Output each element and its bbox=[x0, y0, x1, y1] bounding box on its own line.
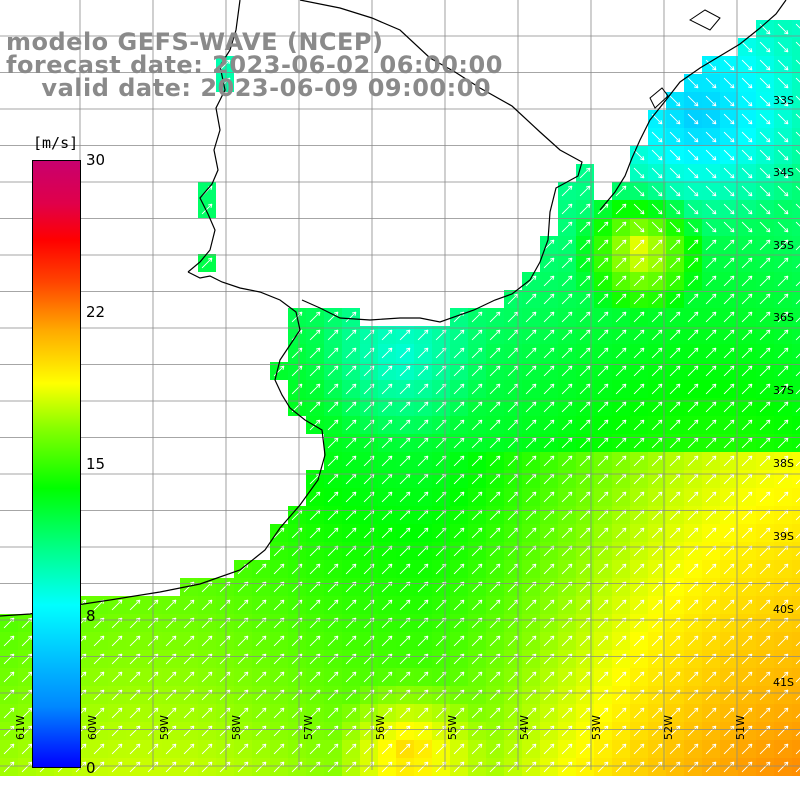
colorbar-tick-0: 0 bbox=[86, 759, 96, 777]
lat-label: 37S bbox=[773, 384, 794, 397]
lat-label: 41S bbox=[773, 676, 794, 689]
colorbar-tick-22: 22 bbox=[86, 303, 106, 321]
lon-label: 55W bbox=[446, 715, 459, 740]
map-title-forecast-date: forecast date: 2023-06-02 06:00:00 bbox=[6, 51, 503, 79]
lagoon-outline bbox=[649, 9, 721, 109]
lon-label: 60W bbox=[86, 715, 99, 740]
lat-label: 39S bbox=[773, 530, 794, 543]
lat-label: 35S bbox=[773, 239, 794, 252]
lon-label: 51W bbox=[734, 715, 747, 740]
colorbar-unit: [m/s] bbox=[33, 134, 79, 152]
lon-label: 53W bbox=[590, 715, 603, 740]
lon-label: 54W bbox=[518, 715, 531, 740]
lat-label: 38S bbox=[773, 457, 794, 470]
lon-label: 56W bbox=[374, 715, 387, 740]
lon-label: 58W bbox=[230, 715, 243, 740]
map-title-valid-date: valid date: 2023-06-09 09:00:00 bbox=[6, 74, 492, 102]
lat-lon-grid bbox=[0, 0, 800, 770]
map-title-model: modelo GEFS-WAVE (NCEP) bbox=[6, 28, 384, 56]
lon-label: 59W bbox=[158, 715, 171, 740]
lat-label: 34S bbox=[773, 166, 794, 179]
colorbar-tick-30: 30 bbox=[86, 151, 106, 169]
lat-label: 33S bbox=[773, 94, 794, 107]
lon-label: 61W bbox=[14, 715, 27, 740]
colorbar-tick-15: 15 bbox=[86, 455, 106, 473]
lon-label: 52W bbox=[662, 715, 675, 740]
lat-label: 36S bbox=[773, 311, 794, 324]
lat-label: 40S bbox=[773, 603, 794, 616]
colorbar bbox=[32, 160, 81, 768]
lon-label: 57W bbox=[302, 715, 315, 740]
colorbar-tick-8: 8 bbox=[86, 607, 96, 625]
coastline bbox=[0, 0, 787, 617]
